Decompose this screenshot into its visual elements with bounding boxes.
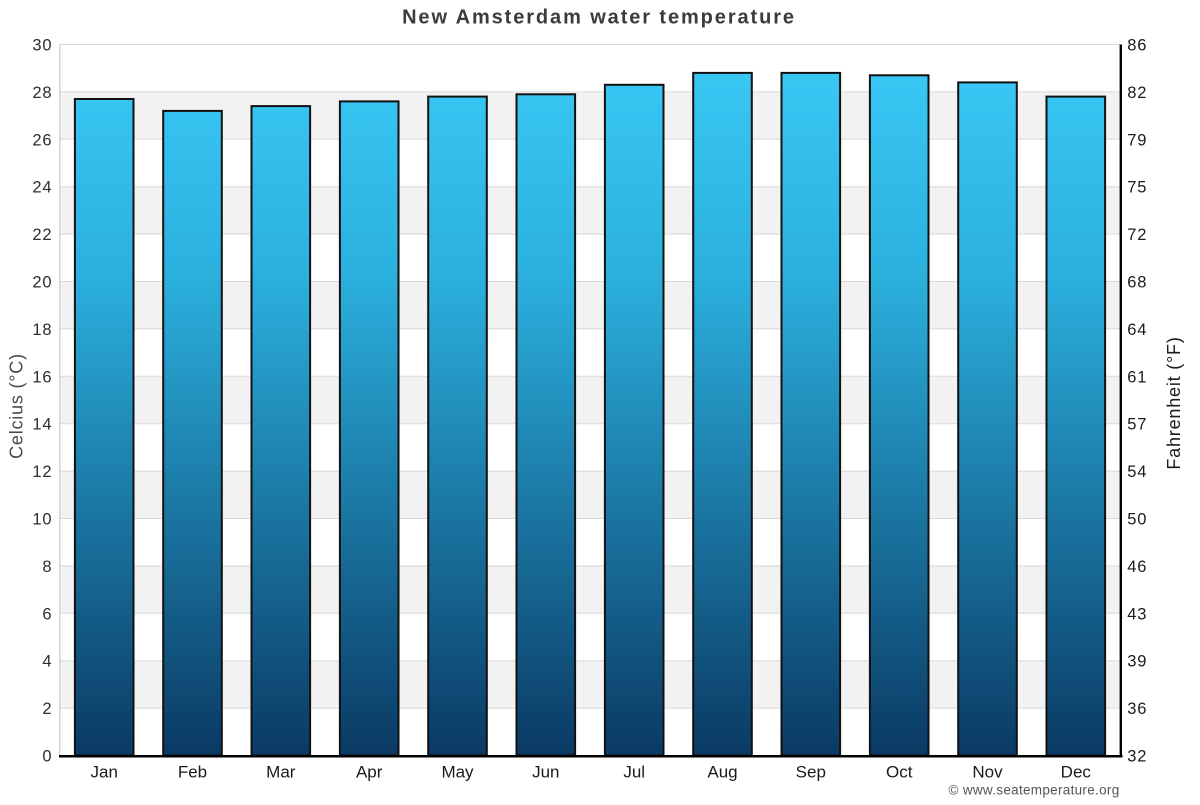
svg-text:Nov: Nov — [972, 763, 1003, 782]
svg-text:Celcius (°C): Celcius (°C) — [6, 353, 26, 459]
svg-text:54: 54 — [1127, 463, 1147, 481]
svg-text:4: 4 — [42, 653, 52, 671]
svg-text:14: 14 — [32, 416, 52, 434]
svg-text:36: 36 — [1127, 700, 1147, 718]
svg-text:82: 82 — [1127, 84, 1147, 102]
svg-text:72: 72 — [1127, 226, 1147, 244]
svg-text:Dec: Dec — [1061, 763, 1092, 782]
svg-text:24: 24 — [32, 179, 52, 197]
svg-text:32: 32 — [1127, 748, 1147, 766]
svg-text:46: 46 — [1127, 558, 1147, 576]
svg-text:Jul: Jul — [623, 763, 645, 782]
svg-text:Aug: Aug — [707, 763, 737, 782]
svg-text:Mar: Mar — [266, 763, 296, 782]
svg-text:28: 28 — [32, 84, 52, 102]
svg-text:43: 43 — [1127, 605, 1147, 623]
svg-text:68: 68 — [1127, 274, 1147, 292]
svg-text:12: 12 — [32, 463, 52, 481]
svg-text:New Amsterdam water temperatur: New Amsterdam water temperature — [402, 7, 796, 29]
svg-text:0: 0 — [42, 748, 52, 766]
svg-text:30: 30 — [32, 37, 52, 55]
svg-text:6: 6 — [42, 605, 52, 623]
svg-text:18: 18 — [32, 321, 52, 339]
svg-text:16: 16 — [32, 368, 52, 386]
svg-text:79: 79 — [1127, 131, 1147, 149]
svg-text:50: 50 — [1127, 511, 1147, 529]
svg-text:Sep: Sep — [796, 763, 826, 782]
svg-text:26: 26 — [32, 131, 52, 149]
svg-text:2: 2 — [42, 700, 52, 718]
svg-text:75: 75 — [1127, 179, 1147, 197]
svg-text:© www.seatemperature.org: © www.seatemperature.org — [949, 783, 1120, 798]
svg-text:22: 22 — [32, 226, 52, 244]
svg-text:Oct: Oct — [886, 763, 913, 782]
svg-text:Jan: Jan — [90, 763, 117, 782]
svg-text:61: 61 — [1127, 368, 1147, 386]
svg-text:10: 10 — [32, 511, 52, 529]
svg-text:Fahrenheit (°F): Fahrenheit (°F) — [1164, 336, 1184, 469]
svg-text:64: 64 — [1127, 321, 1147, 339]
svg-text:20: 20 — [32, 274, 52, 292]
svg-text:8: 8 — [42, 558, 52, 576]
svg-text:Jun: Jun — [532, 763, 559, 782]
svg-text:86: 86 — [1127, 37, 1147, 55]
svg-text:Feb: Feb — [178, 763, 207, 782]
svg-text:57: 57 — [1127, 416, 1147, 434]
svg-text:Apr: Apr — [356, 763, 383, 782]
svg-text:May: May — [441, 763, 474, 782]
svg-text:39: 39 — [1127, 653, 1147, 671]
